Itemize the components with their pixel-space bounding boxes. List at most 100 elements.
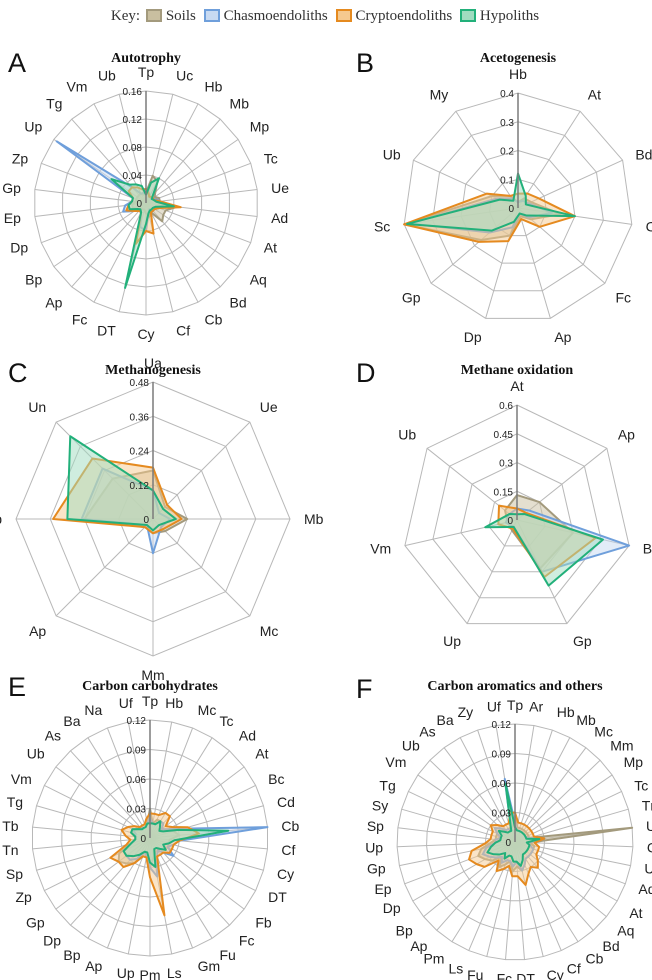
tick-label: 0 (136, 199, 142, 210)
grid-spoke (517, 207, 551, 319)
category-label-as: As (419, 723, 435, 739)
category-label-cy: Cy (277, 866, 294, 882)
category-label-ad: Ad (271, 210, 288, 226)
category-label-up: Up (443, 633, 461, 649)
grid-spoke (55, 518, 154, 617)
category-label-cb: Cb (647, 839, 652, 855)
category-label-sp: Sp (6, 866, 23, 882)
grid-spoke (152, 518, 251, 617)
category-label-dp: Dp (383, 900, 401, 916)
series-hypoliths (486, 782, 541, 867)
category-label-hb: Hb (557, 704, 575, 720)
category-label-uf: Uf (487, 699, 501, 715)
category-label-hb: Hb (509, 66, 527, 82)
panel-letter: A (8, 48, 26, 78)
chart-title: Carbon carbohydrates (82, 679, 218, 694)
tick-label: 0.12 (127, 716, 147, 727)
category-label-tp: Tp (138, 64, 155, 80)
category-label-mc: Mc (198, 702, 217, 718)
grid-ring (432, 433, 602, 599)
category-label-tn: Tn (2, 842, 18, 858)
grid-spoke (145, 189, 258, 204)
category-label-ue: Ue (271, 180, 289, 196)
category-label-tc: Tc (634, 777, 648, 793)
chart-title: Acetogenesis (480, 51, 557, 66)
category-label-bd: Bd (603, 938, 620, 954)
tick-label: 0.36 (130, 412, 150, 423)
category-label-mp: Mp (250, 118, 270, 134)
radar-chart-carbon-carbohydrates: E Carbon carbohydrates 0 0.03 0.06 0.09 0.12 Tp… (2, 672, 299, 980)
category-label-ad: Ad (239, 727, 256, 743)
category-label-gp: Gp (2, 180, 21, 196)
category-label-tb: Tb (2, 818, 19, 834)
tick-label: 0.1 (500, 175, 514, 186)
category-label-cf: Cf (176, 322, 190, 338)
category-label-at: At (510, 378, 523, 394)
category-label-ls: Ls (167, 965, 182, 980)
legend-label-chasmoendoliths: Chasmoendoliths (223, 8, 328, 24)
category-label-ub: Ub (398, 427, 416, 443)
grid-spoke (118, 94, 147, 204)
tick-label: 0 (143, 515, 149, 526)
category-label-fc: Fc (239, 933, 255, 949)
tick-label: 0.08 (123, 143, 143, 154)
category-label-fc: Fc (615, 289, 631, 305)
tick-label: 0.09 (127, 746, 147, 757)
category-label-ba: Ba (437, 712, 454, 728)
category-label-uc: Uc (176, 68, 193, 84)
grid-ring (432, 121, 604, 292)
category-label-gp: Gp (26, 915, 45, 931)
category-label-bp: Bp (25, 272, 42, 288)
category-label-ad: Ad (638, 881, 652, 897)
panel-letter: E (8, 672, 26, 702)
category-label-ub: Ub (402, 738, 420, 754)
grid-spoke (466, 519, 518, 624)
category-label-mm: Mm (141, 667, 164, 683)
category-label-fb: Fb (255, 915, 272, 931)
category-label-fc: Fc (72, 312, 88, 328)
tick-label: 0.09 (492, 750, 512, 761)
grid-spoke (41, 162, 147, 204)
category-label-aq: Aq (617, 922, 634, 938)
category-label-sc: Sc (374, 218, 390, 234)
grid-ring (460, 149, 576, 264)
category-label-ap: Ap (85, 958, 102, 974)
category-label-dp: Dp (10, 240, 28, 256)
category-label-pm: Pm (423, 951, 444, 967)
panel-letter: C (8, 358, 28, 388)
grid-ring (403, 92, 633, 319)
category-label-ap: Ap (45, 294, 62, 310)
series-hypoliths (66, 435, 177, 532)
tick-label: 0.16 (123, 87, 143, 98)
tick-label: 0.3 (500, 118, 514, 129)
category-label-bd: Bd (230, 294, 247, 310)
grid-spoke (53, 202, 147, 268)
category-label-ap: Ap (554, 329, 571, 345)
tick-label: 0.12 (492, 720, 512, 731)
category-label-vm: Vm (370, 541, 391, 557)
category-label-hb: Hb (165, 695, 183, 711)
category-label-cd: Cd (277, 794, 295, 810)
radar-chart-acetogenesis: B Acetogenesis 0 0.1 0.2 0.3 0.4 Hb At Bd Cf Fc Ap Dp… (356, 48, 652, 345)
radar-chart-carbon-aromatics-and-others: F Carbon aromatics and others 0 0.03 0.06 0.0… (356, 674, 652, 980)
tick-label: 0.04 (123, 171, 143, 182)
category-label-tg: Tg (46, 96, 62, 112)
grid-spoke (87, 737, 151, 839)
legend-item-cryptoendoliths: Cryptoendoliths (335, 8, 452, 25)
series-hypoliths (110, 177, 175, 289)
category-label-mb: Mb (304, 511, 324, 527)
series-hypoliths (406, 172, 576, 232)
legend-key-label: Key: (110, 8, 141, 24)
category-label-cb: Cb (281, 818, 299, 834)
category-label-dp: Dp (43, 933, 61, 949)
category-label-mc: Mc (594, 723, 613, 739)
category-label-bp: Bp (63, 947, 80, 963)
category-label-ar: Ar (529, 699, 543, 715)
grid-spoke (145, 202, 199, 303)
category-label-pm: Pm (140, 967, 161, 980)
radar-chart-methane-oxidation: D Methane oxidation 0 0.15 0.3 0.45 0.6 At Ap Bp G… (356, 358, 652, 649)
category-label-dt: DT (516, 971, 535, 980)
category-label-tg: Tg (7, 794, 23, 810)
legend-swatch-cryptoendoliths (335, 9, 352, 22)
